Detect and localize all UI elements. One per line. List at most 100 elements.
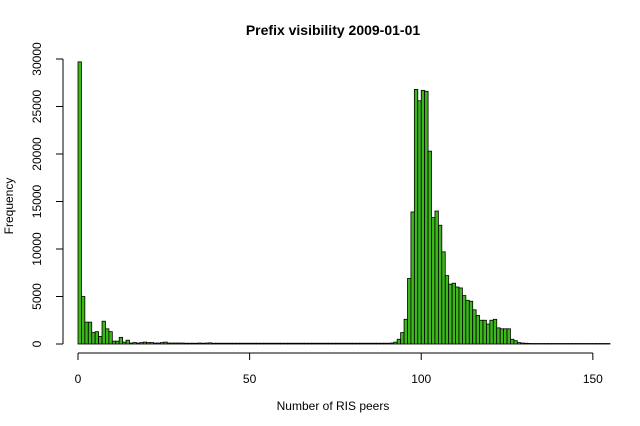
histogram-bar	[101, 320, 106, 345]
histogram-bar	[221, 342, 226, 345]
histogram-bar	[424, 90, 429, 345]
histogram-bar	[393, 341, 398, 345]
histogram-bar	[547, 343, 553, 345]
histogram-bar	[156, 342, 161, 345]
histogram-bar	[111, 340, 117, 345]
histogram-bar	[328, 342, 333, 345]
histogram-bar	[183, 342, 189, 345]
histogram-bar	[180, 342, 185, 345]
histogram-bar	[338, 342, 343, 345]
y-tick-label: 0	[30, 340, 44, 347]
histogram-bar	[242, 342, 247, 345]
histogram-bar	[245, 342, 251, 345]
histogram-bar	[345, 342, 350, 345]
histogram-bar	[317, 342, 323, 345]
histogram-bar	[575, 343, 580, 345]
histogram-bar	[585, 343, 590, 345]
histogram-bar	[170, 342, 175, 345]
histogram-bar	[472, 309, 477, 345]
histogram-bar	[523, 342, 529, 345]
histogram-bar	[578, 343, 583, 345]
histogram-bar	[204, 342, 209, 345]
histogram-bar	[84, 321, 89, 345]
histogram-bar	[314, 342, 319, 345]
histogram-bars	[77, 61, 611, 345]
histogram-bar	[420, 89, 426, 345]
histogram-bar	[359, 342, 364, 345]
histogram-bar	[499, 328, 505, 345]
histogram-bar	[297, 342, 302, 345]
histogram-bar	[486, 323, 491, 345]
histogram-bar	[259, 342, 264, 345]
histogram-bar	[129, 342, 134, 345]
histogram-bar	[187, 342, 192, 345]
x-tick-label: 100	[411, 372, 431, 386]
histogram-bar	[81, 296, 86, 345]
histogram-bar	[595, 343, 601, 345]
histogram-bar	[465, 299, 470, 345]
histogram-bar	[527, 343, 532, 345]
histogram-bar	[173, 342, 178, 345]
y-tick-label: 5000	[30, 283, 44, 310]
histogram-bar	[506, 328, 511, 345]
histogram-bar	[142, 341, 148, 345]
histogram-bar	[551, 343, 556, 345]
histogram-bar	[249, 342, 254, 345]
y-tick-label: 10000	[30, 232, 44, 266]
histogram-bar	[540, 343, 546, 345]
histogram-bar	[135, 342, 141, 345]
histogram-bar	[280, 342, 285, 345]
histogram-bar	[159, 342, 165, 345]
histogram-bar	[91, 332, 96, 345]
histogram-bar	[105, 328, 110, 345]
histogram-bar	[252, 342, 257, 345]
histogram-bar	[77, 61, 82, 345]
histogram-bar	[489, 319, 494, 345]
histogram-bar	[561, 343, 566, 345]
histogram-bar	[194, 342, 199, 345]
histogram-bar	[516, 342, 522, 345]
histogram-bar	[256, 342, 261, 345]
histogram-bar	[530, 343, 535, 345]
histogram-bar	[177, 342, 182, 345]
histogram-bar	[324, 342, 329, 345]
histogram-bar	[513, 340, 518, 345]
histogram-bar	[458, 287, 463, 345]
histogram-bar	[149, 342, 154, 345]
histogram-bar	[403, 318, 408, 345]
histogram-bar	[606, 343, 611, 345]
histogram-bar	[197, 342, 202, 345]
histogram-bar	[592, 343, 597, 345]
histogram-bar	[444, 275, 450, 345]
histogram-bar	[369, 342, 374, 345]
histogram-bar	[300, 342, 305, 345]
histogram-bar	[87, 321, 93, 345]
y-tick-label: 20000	[30, 137, 44, 171]
histogram-bar	[410, 211, 415, 345]
histogram-bar	[520, 342, 525, 345]
histogram-bar	[362, 342, 367, 345]
histogram-bar	[115, 340, 120, 345]
histogram-bar	[564, 343, 570, 345]
histogram-bar	[276, 342, 281, 345]
histogram-bar	[225, 342, 230, 345]
histogram-bar	[269, 342, 275, 345]
y-tick-label: 30000	[30, 42, 44, 76]
histogram-bar	[468, 300, 474, 345]
histogram-bar	[389, 342, 395, 345]
histogram-bar	[407, 278, 412, 345]
histogram-bar	[396, 338, 402, 345]
histogram-bar	[293, 342, 299, 345]
histogram-bar	[451, 282, 456, 345]
x-tick-label: 50	[243, 372, 257, 386]
histogram-bar	[383, 342, 388, 345]
histogram-bar	[413, 89, 419, 345]
histogram-bar	[146, 342, 151, 345]
histogram-bar	[544, 343, 549, 345]
histogram-bar	[482, 319, 487, 345]
histogram-bar	[534, 343, 539, 345]
histogram-bar	[437, 224, 443, 345]
histogram-bar	[496, 327, 501, 345]
histogram-bar	[386, 342, 391, 345]
histogram-bar	[568, 343, 573, 345]
